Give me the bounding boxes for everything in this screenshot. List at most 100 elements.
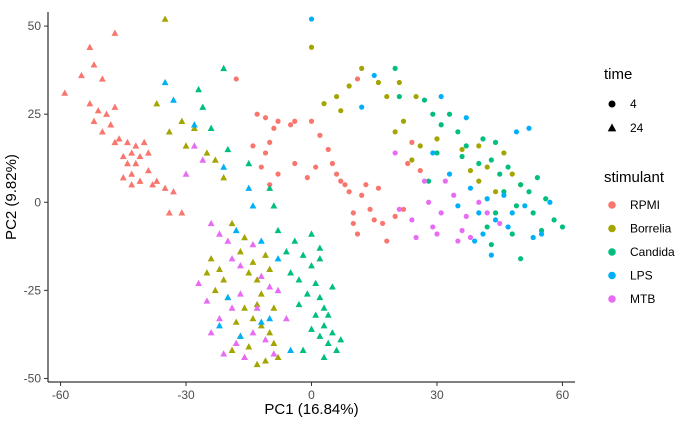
data-point-rpmi-4 — [350, 210, 356, 216]
data-point-rpmi-24 — [119, 174, 127, 181]
data-point-mtb-24 — [249, 240, 257, 248]
data-point-candida-4 — [497, 171, 503, 177]
data-point-candida-24 — [224, 145, 232, 153]
data-point-lps-24 — [190, 121, 198, 128]
data-point-candida-4 — [530, 210, 536, 216]
data-point-mtb-24 — [203, 297, 211, 304]
data-point-mtb-24 — [241, 353, 248, 361]
data-point-rpmi-24 — [153, 177, 161, 184]
legend-color-key-lps — [608, 271, 616, 280]
data-point-borrelia-24 — [203, 269, 211, 276]
data-point-lps-24 — [257, 318, 265, 325]
data-point-borrelia-24 — [220, 174, 228, 181]
data-point-candida-24 — [291, 237, 299, 244]
data-point-rpmi-24 — [111, 103, 119, 110]
data-point-lps-24 — [266, 314, 274, 322]
data-point-borrelia-24 — [241, 304, 248, 311]
data-point-lps-24 — [274, 255, 282, 262]
data-point-rpmi-24 — [144, 149, 152, 156]
x-tick-label: 60 — [556, 388, 570, 402]
data-point-lps-4 — [488, 252, 494, 258]
y-tick-label: -50 — [24, 371, 42, 385]
data-point-mtb-24 — [228, 304, 236, 311]
data-point-rpmi-24 — [140, 138, 148, 146]
data-point-candida-4 — [518, 182, 524, 188]
data-point-borrelia-24 — [211, 286, 219, 294]
legend-stimulant-label: RPMI — [630, 198, 660, 212]
data-point-lps-4 — [446, 171, 453, 177]
data-point-mtb-24 — [249, 329, 257, 336]
data-point-rpmi-24 — [161, 184, 169, 191]
data-point-mtb-24 — [228, 255, 236, 262]
legend-color-key-borrelia — [608, 224, 616, 233]
data-point-borrelia-4 — [417, 143, 423, 149]
plot-area — [61, 15, 566, 368]
data-point-rpmi-4 — [354, 231, 361, 237]
data-point-rpmi-24 — [86, 43, 94, 50]
data-point-rpmi-4 — [346, 189, 352, 195]
data-point-borrelia-24 — [274, 353, 282, 361]
data-point-borrelia-24 — [262, 251, 269, 258]
data-point-lps-4 — [463, 115, 469, 121]
data-point-borrelia-24 — [161, 15, 169, 22]
data-point-rpmi-4 — [363, 182, 369, 188]
data-point-mtb-4 — [438, 210, 444, 216]
data-point-borrelia-24 — [153, 100, 161, 107]
data-point-rpmi-4 — [292, 160, 298, 167]
data-point-rpmi-4 — [258, 164, 264, 170]
data-point-borrelia-4 — [346, 83, 352, 89]
data-point-mtb-24 — [199, 156, 207, 163]
legend-stimulant-entries: RPMI Borrelia Candida LPS MTB — [608, 198, 675, 306]
data-point-rpmi-4 — [417, 167, 423, 174]
data-point-candida-4 — [463, 143, 469, 149]
data-point-mtb-24 — [216, 314, 223, 322]
legend: time 4 24 stimulant RPMI Borrelia Candida LP… — [604, 66, 675, 306]
data-point-mtb-4 — [467, 234, 474, 241]
data-point-mtb-24 — [182, 170, 190, 177]
data-point-borrelia-24 — [228, 219, 236, 227]
data-point-borrelia-24 — [257, 290, 265, 297]
y-tick-label: 0 — [34, 195, 41, 209]
data-point-mtb-4 — [459, 227, 465, 234]
legend-stimulant-title: stimulant — [604, 169, 665, 186]
data-point-rpmi-4 — [354, 76, 361, 82]
data-point-mtb-4 — [426, 199, 432, 205]
data-point-candida-24 — [312, 311, 320, 318]
data-point-borrelia-4 — [321, 101, 327, 107]
data-point-lps-4 — [371, 72, 377, 79]
data-point-lps-4 — [472, 238, 478, 244]
axes: -60 -30 0 30 60 -50 -25 0 25 50 — [24, 12, 575, 402]
data-point-candida-4 — [484, 224, 490, 230]
data-point-mtb-24 — [262, 336, 269, 343]
data-point-rpmi-4 — [287, 122, 294, 128]
data-point-rpmi-4 — [308, 118, 315, 124]
data-point-candida-4 — [459, 153, 465, 160]
data-point-candida-24 — [270, 202, 278, 209]
data-point-rpmi-4 — [317, 132, 323, 138]
data-point-candida-4 — [426, 178, 432, 184]
data-point-rpmi-4 — [367, 206, 373, 212]
data-point-rpmi-24 — [78, 71, 85, 79]
data-point-candida-4 — [434, 150, 440, 156]
data-point-rpmi-4 — [371, 217, 377, 223]
data-point-rpmi-4 — [254, 111, 260, 117]
data-point-rpmi-24 — [94, 107, 102, 114]
data-point-borrelia-4 — [476, 178, 482, 184]
data-point-mtb-24 — [270, 350, 278, 357]
data-point-rpmi-24 — [128, 149, 136, 156]
data-point-borrelia-4 — [501, 150, 507, 156]
data-point-lps-24 — [287, 346, 295, 353]
data-point-mtb-24 — [220, 350, 228, 357]
data-point-lps-4 — [484, 196, 490, 202]
data-point-lps-4 — [538, 231, 545, 237]
data-point-candida-24 — [312, 279, 320, 287]
data-point-borrelia-24 — [190, 124, 198, 131]
data-point-mtb-4 — [442, 178, 448, 184]
data-point-lps-24 — [220, 163, 228, 170]
data-point-candida-24 — [324, 339, 332, 346]
data-point-borrelia-24 — [262, 357, 269, 364]
data-point-rpmi-4 — [375, 185, 382, 191]
data-point-lps-24 — [170, 96, 177, 103]
data-point-mtb-24 — [282, 314, 290, 322]
legend-stimulant-label: LPS — [630, 269, 653, 283]
